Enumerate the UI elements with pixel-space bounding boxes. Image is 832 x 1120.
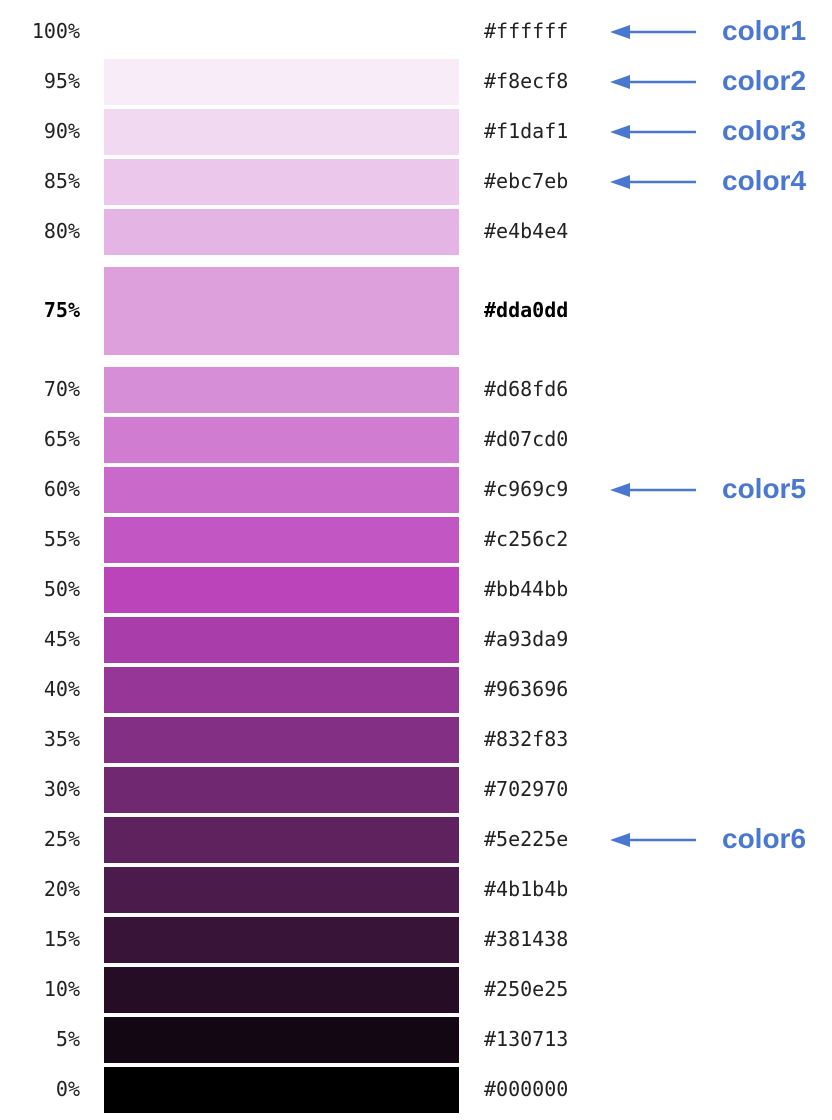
hex-code-label: #ebc7eb <box>484 169 569 193</box>
left-arrow-icon <box>610 483 696 497</box>
left-arrow-icon <box>610 25 696 39</box>
left-arrow-icon <box>610 175 696 189</box>
color-swatch <box>104 717 459 763</box>
percent-label: 80% <box>43 219 80 243</box>
color-swatch <box>104 967 459 1013</box>
hex-code-label: #381438 <box>484 927 569 951</box>
hex-code-label: #d07cd0 <box>484 427 569 451</box>
color-swatch <box>104 917 459 963</box>
callout-label: color5 <box>722 473 807 504</box>
left-arrow-icon <box>610 833 696 847</box>
color-swatch <box>104 159 459 205</box>
color-swatch <box>104 867 459 913</box>
hex-code-label: #000000 <box>484 1077 569 1101</box>
percent-label: 35% <box>43 727 80 751</box>
color-swatch <box>104 209 459 255</box>
hex-code-label: #c969c9 <box>484 477 569 501</box>
hex-code-label: #963696 <box>484 677 569 701</box>
percent-label: 60% <box>43 477 80 501</box>
hex-code-label: #5e225e <box>484 827 569 851</box>
color-swatch <box>104 517 459 563</box>
scale-row: 80% #e4b4e4 <box>0 209 832 255</box>
scale-row: 15% #381438 <box>0 917 832 963</box>
scale-row: 65% #d07cd0 <box>0 417 832 463</box>
scale-row: 20% #4b1b4b <box>0 867 832 913</box>
color-swatch <box>104 109 459 155</box>
percent-label: 45% <box>43 627 80 651</box>
scale-row: 30% #702970 <box>0 767 832 813</box>
color-swatch <box>104 9 459 55</box>
scale-row: 60% #c969c9 color5 <box>0 467 832 513</box>
hex-code-label: #a93da9 <box>484 627 569 651</box>
callout-label: color1 <box>722 15 807 46</box>
percent-label: 75% <box>43 298 80 322</box>
percent-label: 55% <box>43 527 80 551</box>
hex-code-label: #130713 <box>484 1027 569 1051</box>
callout-label: color4 <box>722 165 807 196</box>
percent-label: 85% <box>43 169 80 193</box>
hex-code-label: #e4b4e4 <box>484 219 569 243</box>
color-swatch <box>104 59 459 105</box>
color-swatch <box>104 667 459 713</box>
hex-code-label: #250e25 <box>484 977 569 1001</box>
percent-label: 65% <box>43 427 80 451</box>
percent-label: 10% <box>43 977 80 1001</box>
percent-label: 15% <box>43 927 80 951</box>
color-swatch <box>104 617 459 663</box>
percent-label: 100% <box>31 19 80 43</box>
scale-row: 35% #832f83 <box>0 717 832 763</box>
scale-row: 25% #5e225e color6 <box>0 817 832 863</box>
hex-code-label: #ffffff <box>484 19 569 43</box>
scale-row: 50% #bb44bb <box>0 567 832 613</box>
scale-row: 0% #000000 <box>0 1067 832 1113</box>
percent-label: 50% <box>43 577 80 601</box>
percent-label: 25% <box>43 827 80 851</box>
color-swatch <box>104 417 459 463</box>
left-arrow-icon <box>610 75 696 89</box>
hex-code-label: #f1daf1 <box>484 119 569 143</box>
hex-code-label: #4b1b4b <box>484 877 569 901</box>
scale-row: 95% #f8ecf8 color2 <box>0 59 832 105</box>
hex-code-label: #f8ecf8 <box>484 69 569 93</box>
hex-code-label: #d68fd6 <box>484 377 569 401</box>
hex-code-label: #dda0dd <box>484 298 569 322</box>
hex-code-label: #bb44bb <box>484 577 569 601</box>
percent-label: 20% <box>43 877 80 901</box>
scale-row: 85% #ebc7eb color4 <box>0 159 832 205</box>
percent-label: 95% <box>43 69 80 93</box>
color-swatch <box>104 467 459 513</box>
scale-row: 100% #ffffff color1 <box>0 9 832 55</box>
callout-label: color3 <box>722 115 807 146</box>
hex-code-label: #832f83 <box>484 727 569 751</box>
hex-code-label: #702970 <box>484 777 569 801</box>
left-arrow-icon <box>610 125 696 139</box>
scale-row: 5% #130713 <box>0 1017 832 1063</box>
hex-code-label: #c256c2 <box>484 527 569 551</box>
color-swatch <box>104 567 459 613</box>
scale-row: 45% #a93da9 <box>0 617 832 663</box>
color-swatch <box>104 267 459 355</box>
color-swatch <box>104 767 459 813</box>
color-swatch <box>104 1067 459 1113</box>
scale-row: 90% #f1daf1 color3 <box>0 109 832 155</box>
scale-row: 75% #dda0dd <box>0 267 832 355</box>
percent-label: 40% <box>43 677 80 701</box>
color-swatch <box>104 1017 459 1063</box>
color-swatch <box>104 367 459 413</box>
percent-label: 0% <box>55 1077 80 1101</box>
percent-label: 90% <box>43 119 80 143</box>
percent-label: 30% <box>43 777 80 801</box>
callout-label: color6 <box>722 823 807 854</box>
scale-row: 10% #250e25 <box>0 967 832 1013</box>
percent-label: 5% <box>55 1027 80 1051</box>
color-swatch <box>104 817 459 863</box>
scale-row: 55% #c256c2 <box>0 517 832 563</box>
percent-label: 70% <box>43 377 80 401</box>
scale-row: 70% #d68fd6 <box>0 367 832 413</box>
scale-row: 40% #963696 <box>0 667 832 713</box>
callout-label: color2 <box>722 65 807 96</box>
